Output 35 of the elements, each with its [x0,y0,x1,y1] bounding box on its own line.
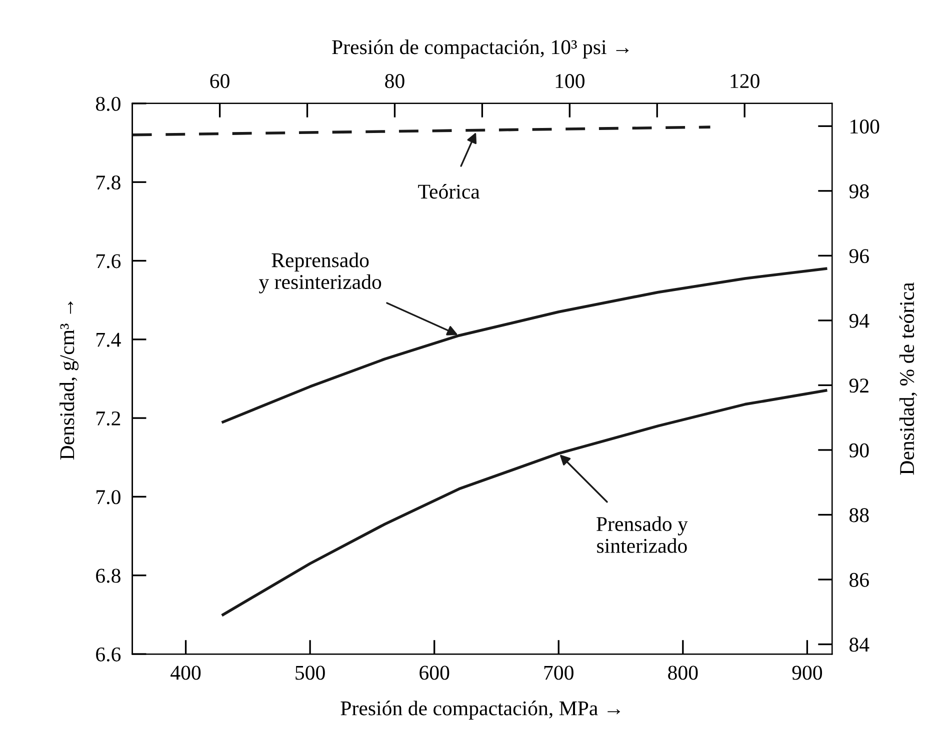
x-tick-label: 800 [668,666,698,680]
y2-tick-label: 100 [850,120,880,134]
y-tick-label: 6.8 [96,568,120,583]
y-tick-label: 7.6 [96,254,121,268]
x-tick-label: 900 [792,666,822,680]
y2-tick-label: 96 [849,249,869,264]
x2-tick-label: 120 [730,74,760,88]
y2-tick-label: 84 [850,638,870,652]
y2-tick-label: 94 [849,314,870,328]
y-axis-title: Densidad, g/cm³ → [60,301,79,460]
y-tick-label: 7.8 [96,175,120,190]
x2-tick-label: 100 [556,74,584,88]
y-tick-label: 7.2 [96,411,120,426]
x-tick-label: 700 [544,666,574,680]
x-axis-title: Presión de compactación, MPa → [340,700,620,720]
x2-tick-label: 60 [210,74,230,88]
x-tick-label: 500 [296,666,325,680]
y-tick-label: 8.0 [96,96,120,111]
x-tick-label: 600 [420,666,450,680]
y2-tick-label: 88 [850,508,869,522]
y2-tick-label: 92 [849,378,868,393]
y2-tick-label: 98 [849,184,869,198]
annotation: Prensado y sinterizado [596,516,688,553]
y2-axis-title: Densidad, % de teórica [899,282,918,475]
y-tick-label: 7.4 [96,332,121,347]
y-tick-label: 6.6 [96,647,121,662]
y2-tick-label: 86 [850,572,869,587]
annotation: Teórica [418,184,480,199]
x-tick-label: 400 [170,666,201,680]
y-tick-label: 7.0 [96,490,120,504]
line-series [222,389,828,616]
x2-tick-label: 80 [385,74,404,88]
x2-axis-title: Presión de compactación, 10³ psi → [332,40,629,58]
annotation: Reprensado y resinterizado [258,252,382,294]
y2-tick-label: 90 [849,443,869,458]
